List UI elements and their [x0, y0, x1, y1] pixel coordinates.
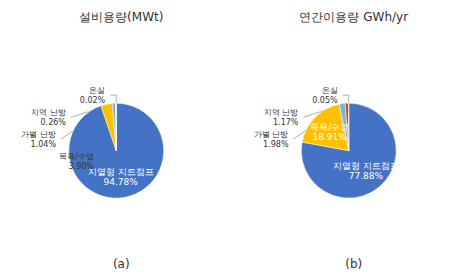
svg-text:온실: 온실 [322, 86, 338, 95]
svg-text:0.26%: 0.26% [41, 118, 67, 127]
svg-text:가별 난방: 가별 난방 [21, 130, 56, 139]
svg-text:(b): (b) [345, 257, 362, 271]
svg-text:온실: 온실 [89, 86, 105, 95]
svg-text:1.17%: 1.17% [273, 118, 299, 127]
svg-text:(a): (a) [113, 257, 130, 271]
svg-text:0.05%: 0.05% [312, 96, 338, 105]
svg-text:목욕/수영: 목욕/수영 [310, 122, 349, 132]
svg-text:18.91%: 18.91% [313, 132, 348, 142]
svg-text:1.98%: 1.98% [263, 140, 289, 149]
svg-text:연간이용량 GWh/yr: 연간이용량 GWh/yr [299, 10, 408, 24]
svg-text:77.88%: 77.88% [349, 171, 384, 181]
svg-text:가별 난방: 가별 난방 [254, 130, 289, 139]
svg-text:94.78%: 94.78% [103, 177, 138, 187]
svg-text:지역 난방: 지역 난방 [31, 108, 66, 117]
svg-text:3.90%: 3.90% [69, 162, 95, 171]
svg-text:지열형 지트점프: 지열형 지트점프 [88, 167, 154, 177]
svg-text:지열형 지트점프: 지열형 지트점프 [333, 161, 399, 171]
svg-text:지역 난방: 지역 난방 [264, 108, 299, 117]
svg-text:목욕/수영: 목욕/수영 [59, 152, 94, 161]
svg-text:설비용량(MWt): 설비용량(MWt) [79, 10, 163, 24]
svg-text:1.04%: 1.04% [31, 140, 57, 149]
svg-text:0.02%: 0.02% [80, 96, 106, 105]
